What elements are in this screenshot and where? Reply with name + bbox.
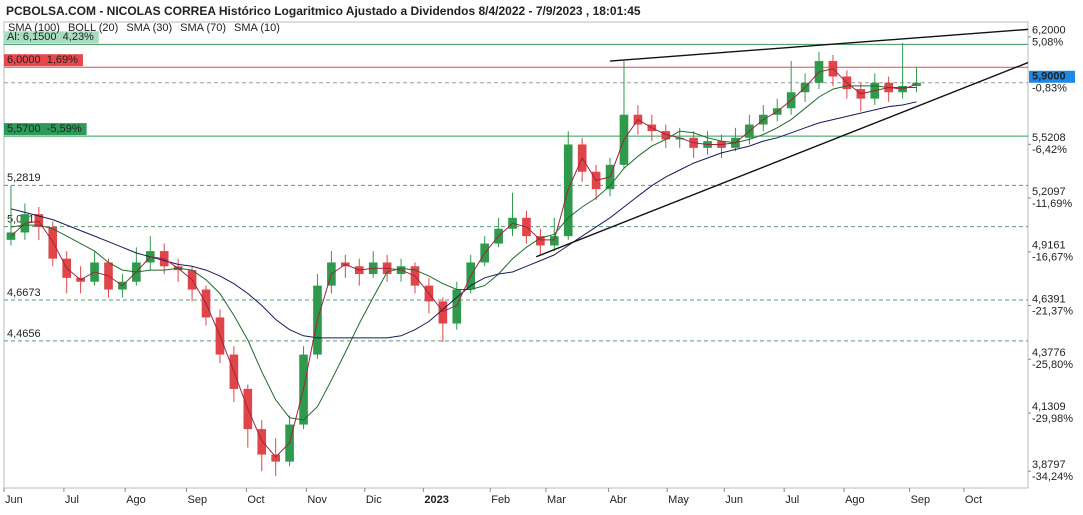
chart-title: PCBOLSA.COM - NICOLAS CORREA Histórico L… bbox=[6, 4, 641, 18]
level-label: 5,5700 -5,59% bbox=[7, 123, 82, 135]
x-tick-label: Sep bbox=[911, 494, 931, 506]
candle-body bbox=[675, 137, 685, 140]
candle-body bbox=[48, 226, 58, 259]
sma-line bbox=[10, 68, 917, 458]
candle-body bbox=[257, 429, 267, 455]
candle-body bbox=[271, 454, 280, 462]
y-tick-change: -25,80% bbox=[1032, 359, 1073, 371]
legend-entry: SMA (100) bbox=[8, 22, 60, 34]
y-tick-change: -21,37% bbox=[1032, 305, 1073, 317]
x-tick-label: Oct bbox=[247, 494, 264, 506]
candle-body bbox=[34, 214, 44, 227]
x-tick-label: Jul bbox=[65, 494, 79, 506]
legend-entry: BOLL (20) bbox=[68, 22, 118, 34]
candle-body bbox=[549, 236, 559, 246]
candle-body bbox=[6, 232, 16, 240]
last-price-box bbox=[1029, 70, 1075, 83]
y-tick-label: 3,8797 bbox=[1032, 459, 1066, 471]
candle-body bbox=[912, 82, 921, 86]
y-tick-label: 4,6391 bbox=[1032, 293, 1066, 305]
x-tick-label: Jun bbox=[725, 494, 743, 506]
legend-entry: SMA (10) bbox=[234, 22, 280, 34]
y-tick-label: 4,3776 bbox=[1032, 347, 1066, 359]
level-label-box bbox=[4, 54, 83, 67]
candle-body bbox=[661, 131, 671, 140]
x-tick-label: May bbox=[668, 494, 689, 506]
x-tick-label: Ago bbox=[126, 494, 146, 506]
x-tick-label: 2023 bbox=[424, 494, 448, 506]
y-tick-label: 6,2000 bbox=[1032, 25, 1066, 37]
x-tick-label: Sep bbox=[188, 494, 208, 506]
y-tick-change: -6,42% bbox=[1032, 144, 1067, 156]
y-tick-label: 5,2097 bbox=[1032, 186, 1066, 198]
y-tick-label: 4,1309 bbox=[1032, 401, 1066, 413]
last-price-change: -0,83% bbox=[1032, 83, 1067, 95]
legend-entry: SMA (30) bbox=[126, 22, 172, 34]
level-label-box bbox=[4, 31, 99, 44]
y-tick-label: 4,9161 bbox=[1032, 240, 1066, 252]
y-tick-change: -29,98% bbox=[1032, 413, 1073, 425]
x-tick-label: Oct bbox=[965, 494, 982, 506]
y-tick-label: 5,5208 bbox=[1032, 132, 1066, 144]
level-label: 5,2819 bbox=[7, 172, 41, 184]
legend-entry: SMA (70) bbox=[180, 22, 226, 34]
y-tick-change: 5,08% bbox=[1032, 37, 1063, 49]
level-label: Al: 6,1500 4,23% bbox=[7, 31, 94, 43]
x-tick-label: Jul bbox=[785, 494, 799, 506]
x-tick-label: Nov bbox=[307, 494, 327, 506]
trendline bbox=[535, 61, 1029, 258]
trendline bbox=[609, 28, 1029, 62]
level-label: 4,6673 bbox=[7, 287, 41, 299]
last-price-label: 5,9000 bbox=[1032, 71, 1066, 83]
plot-frame bbox=[3, 21, 1029, 489]
y-tick-change: -16,67% bbox=[1032, 252, 1073, 264]
level-label-box bbox=[4, 123, 87, 136]
x-tick-label: Ago bbox=[845, 494, 865, 506]
x-tick-label: Dic bbox=[366, 494, 382, 506]
level-label: 4,4656 bbox=[7, 328, 41, 340]
x-tick-label: Feb bbox=[491, 494, 510, 506]
x-tick-label: Mar bbox=[547, 494, 566, 506]
x-tick-label: Jun bbox=[5, 494, 23, 506]
x-tick-label: Abr bbox=[610, 494, 627, 506]
candle-body bbox=[536, 236, 545, 246]
candle-body bbox=[438, 301, 448, 324]
candle-body bbox=[452, 289, 462, 324]
y-tick-change: -11,69% bbox=[1032, 198, 1072, 210]
level-label: 6,0000 1,69% bbox=[7, 54, 78, 66]
y-tick-change: -34,24% bbox=[1032, 471, 1073, 483]
